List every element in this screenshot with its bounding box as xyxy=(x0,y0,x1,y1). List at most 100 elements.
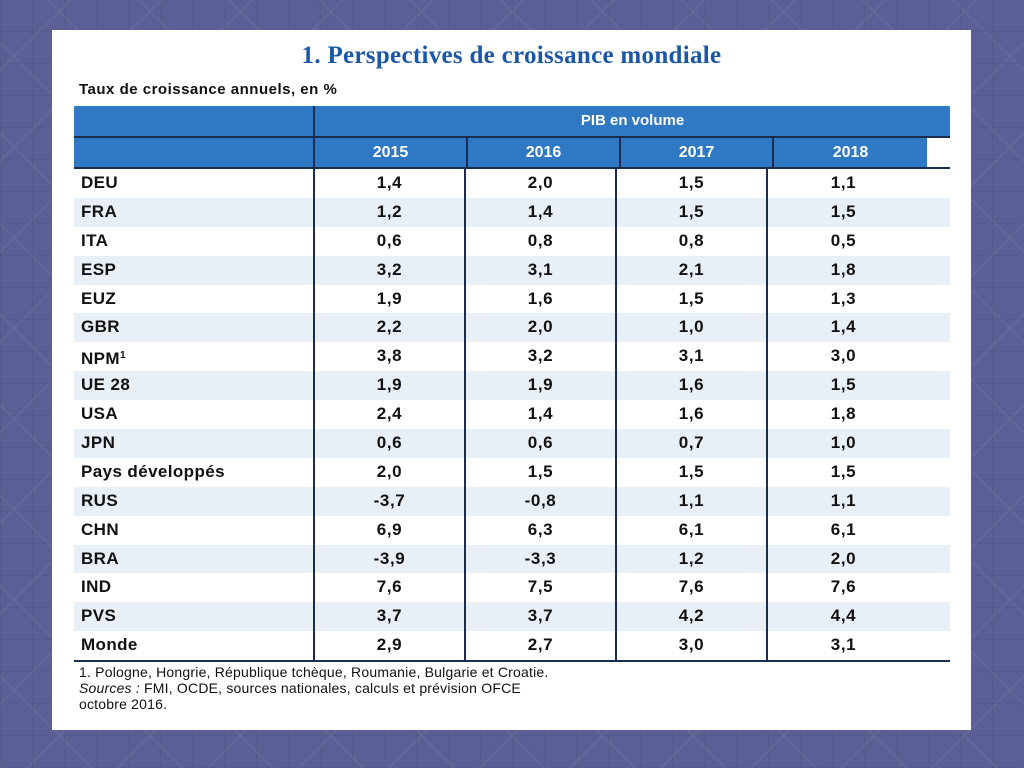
group-header-pib: PIB en volume xyxy=(313,106,950,136)
value-cell-2016: 2,0 xyxy=(464,169,615,198)
row-label: IND xyxy=(74,573,313,602)
value-cell-2018: 6,1 xyxy=(766,515,919,545)
value-cell-2016: 7,5 xyxy=(464,573,615,603)
value-cell-2017: 2,1 xyxy=(615,255,766,285)
row-label: BRA xyxy=(74,545,313,574)
value-cell-2015: 3,7 xyxy=(313,602,464,632)
table-body: DEU 1,4 2,0 1,5 1,1 FRA 1,2 1,4 1,5 1,5 ITA 0,6 0,8 0… xyxy=(74,167,950,663)
value-cell-2018: 1,5 xyxy=(766,371,919,401)
value-cell-2015: 1,4 xyxy=(313,169,464,198)
row-label-text: JPN xyxy=(81,433,116,453)
value-cell-2015: -3,7 xyxy=(313,486,464,516)
table-group-header-row: PIB en volume xyxy=(74,106,950,136)
value-cell-2015: 2,9 xyxy=(313,631,464,661)
value-cell-2017: 1,5 xyxy=(615,284,766,314)
row-label-text: NPM xyxy=(81,349,120,369)
row-label-text: USA xyxy=(81,404,119,424)
value-cell-2016: 1,4 xyxy=(464,197,615,227)
value-cell-2016: 3,2 xyxy=(464,342,615,372)
table-row: GBR 2,2 2,0 1,0 1,4 xyxy=(74,313,950,343)
value-cell-2018: 3,1 xyxy=(766,631,919,661)
value-cell-2017: 3,0 xyxy=(615,631,766,661)
value-cell-2017: 3,1 xyxy=(615,342,766,372)
sources-text: FMI, OCDE, sources nationales, calculs e… xyxy=(139,680,521,696)
sources-label: Sources : xyxy=(79,680,140,696)
row-label-text: CHN xyxy=(81,519,120,539)
value-cell-2016: 2,7 xyxy=(464,631,615,661)
value-cell-2018: 1,5 xyxy=(766,457,919,487)
row-label: ESP xyxy=(74,256,313,285)
row-label: DEU xyxy=(74,169,313,198)
value-cell-2018: 1,8 xyxy=(766,400,919,430)
value-cell-2015: -3,9 xyxy=(313,544,464,574)
value-cell-2016: 1,5 xyxy=(464,457,615,487)
row-label: JPN xyxy=(74,429,313,458)
value-cell-2016: 3,1 xyxy=(464,255,615,285)
year-header-2015: 2015 xyxy=(313,138,466,167)
table-row: BRA -3,9 -3,3 1,2 2,0 xyxy=(74,544,950,574)
value-cell-2017: 1,5 xyxy=(615,457,766,487)
table-row: Pays développés 2,0 1,5 1,5 1,5 xyxy=(74,457,950,487)
value-cell-2016: 6,3 xyxy=(464,515,615,545)
value-cell-2018: 7,6 xyxy=(766,573,919,603)
sources-line-2: octobre 2016. xyxy=(79,696,168,712)
row-label-text: PVS xyxy=(81,606,117,626)
row-label-text: DEU xyxy=(81,173,119,192)
table-notes: 1. Pologne, Hongrie, République tchèque,… xyxy=(79,664,549,712)
table-row: NPM1 3,8 3,2 3,1 3,0 xyxy=(74,342,950,372)
value-cell-2015: 3,2 xyxy=(313,255,464,285)
value-cell-2018: 1,3 xyxy=(766,284,919,314)
table-row: USA 2,4 1,4 1,6 1,8 xyxy=(74,400,950,430)
row-label: GBR xyxy=(74,313,313,342)
value-cell-2017: 1,5 xyxy=(615,169,766,198)
value-cell-2018: 1,0 xyxy=(766,429,919,458)
value-cell-2016: 0,6 xyxy=(464,429,615,458)
year-header-2017: 2017 xyxy=(619,138,772,167)
value-cell-2017: 1,6 xyxy=(615,400,766,430)
value-cell-2016: 1,6 xyxy=(464,284,615,314)
value-cell-2018: 0,5 xyxy=(766,226,919,256)
year-header-2018: 2018 xyxy=(772,138,927,167)
row-label: NPM1 xyxy=(74,342,313,371)
header-blank-cell xyxy=(74,138,313,167)
row-label: ITA xyxy=(74,227,313,256)
table-row: FRA 1,2 1,4 1,5 1,5 xyxy=(74,197,950,227)
row-label-text: RUS xyxy=(81,490,119,510)
value-cell-2015: 2,4 xyxy=(313,400,464,430)
value-cell-2016: -0,8 xyxy=(464,486,615,516)
value-cell-2018: 4,4 xyxy=(766,602,919,632)
table-row: DEU 1,4 2,0 1,5 1,1 xyxy=(74,169,950,198)
value-cell-2018: 1,1 xyxy=(766,169,919,198)
row-label-text: ITA xyxy=(81,230,109,250)
footnote-marker: 1 xyxy=(119,350,126,362)
value-cell-2018: 3,0 xyxy=(766,342,919,372)
value-cell-2015: 1,2 xyxy=(313,197,464,227)
row-label-text: BRA xyxy=(81,548,120,568)
page-title: 1. Perspectives de croissance mondiale xyxy=(301,42,722,69)
table-row: CHN 6,9 6,3 6,1 6,1 xyxy=(74,515,950,545)
row-label: USA xyxy=(74,400,313,429)
slide-card: 1. Perspectives de croissance mondiale T… xyxy=(52,30,971,730)
value-cell-2017: 0,7 xyxy=(615,429,766,458)
value-cell-2016: 2,0 xyxy=(464,313,615,343)
sources-line: Sources : FMI, OCDE, sources nationales,… xyxy=(79,680,549,696)
value-cell-2015: 2,0 xyxy=(313,457,464,487)
value-cell-2017: 1,2 xyxy=(615,544,766,574)
value-cell-2018: 2,0 xyxy=(766,544,919,574)
value-cell-2015: 2,2 xyxy=(313,313,464,343)
value-cell-2016: 0,8 xyxy=(464,226,615,256)
row-label-text: ESP xyxy=(81,259,117,279)
value-cell-2017: 6,1 xyxy=(615,515,766,545)
row-label-text: FRA xyxy=(81,201,118,221)
row-label: PVS xyxy=(74,602,313,631)
row-label-text: GBR xyxy=(81,317,120,337)
value-cell-2018: 1,8 xyxy=(766,255,919,285)
table-row: Monde 2,9 2,7 3,0 3,1 xyxy=(74,631,950,661)
value-cell-2015: 1,9 xyxy=(313,371,464,401)
row-label: Monde xyxy=(74,631,313,660)
table-row: IND 7,6 7,5 7,6 7,6 xyxy=(74,573,950,603)
table-row: EUZ 1,9 1,6 1,5 1,3 xyxy=(74,284,950,314)
value-cell-2016: 1,4 xyxy=(464,400,615,430)
row-label: CHN xyxy=(74,516,313,545)
value-cell-2018: 1,1 xyxy=(766,486,919,516)
